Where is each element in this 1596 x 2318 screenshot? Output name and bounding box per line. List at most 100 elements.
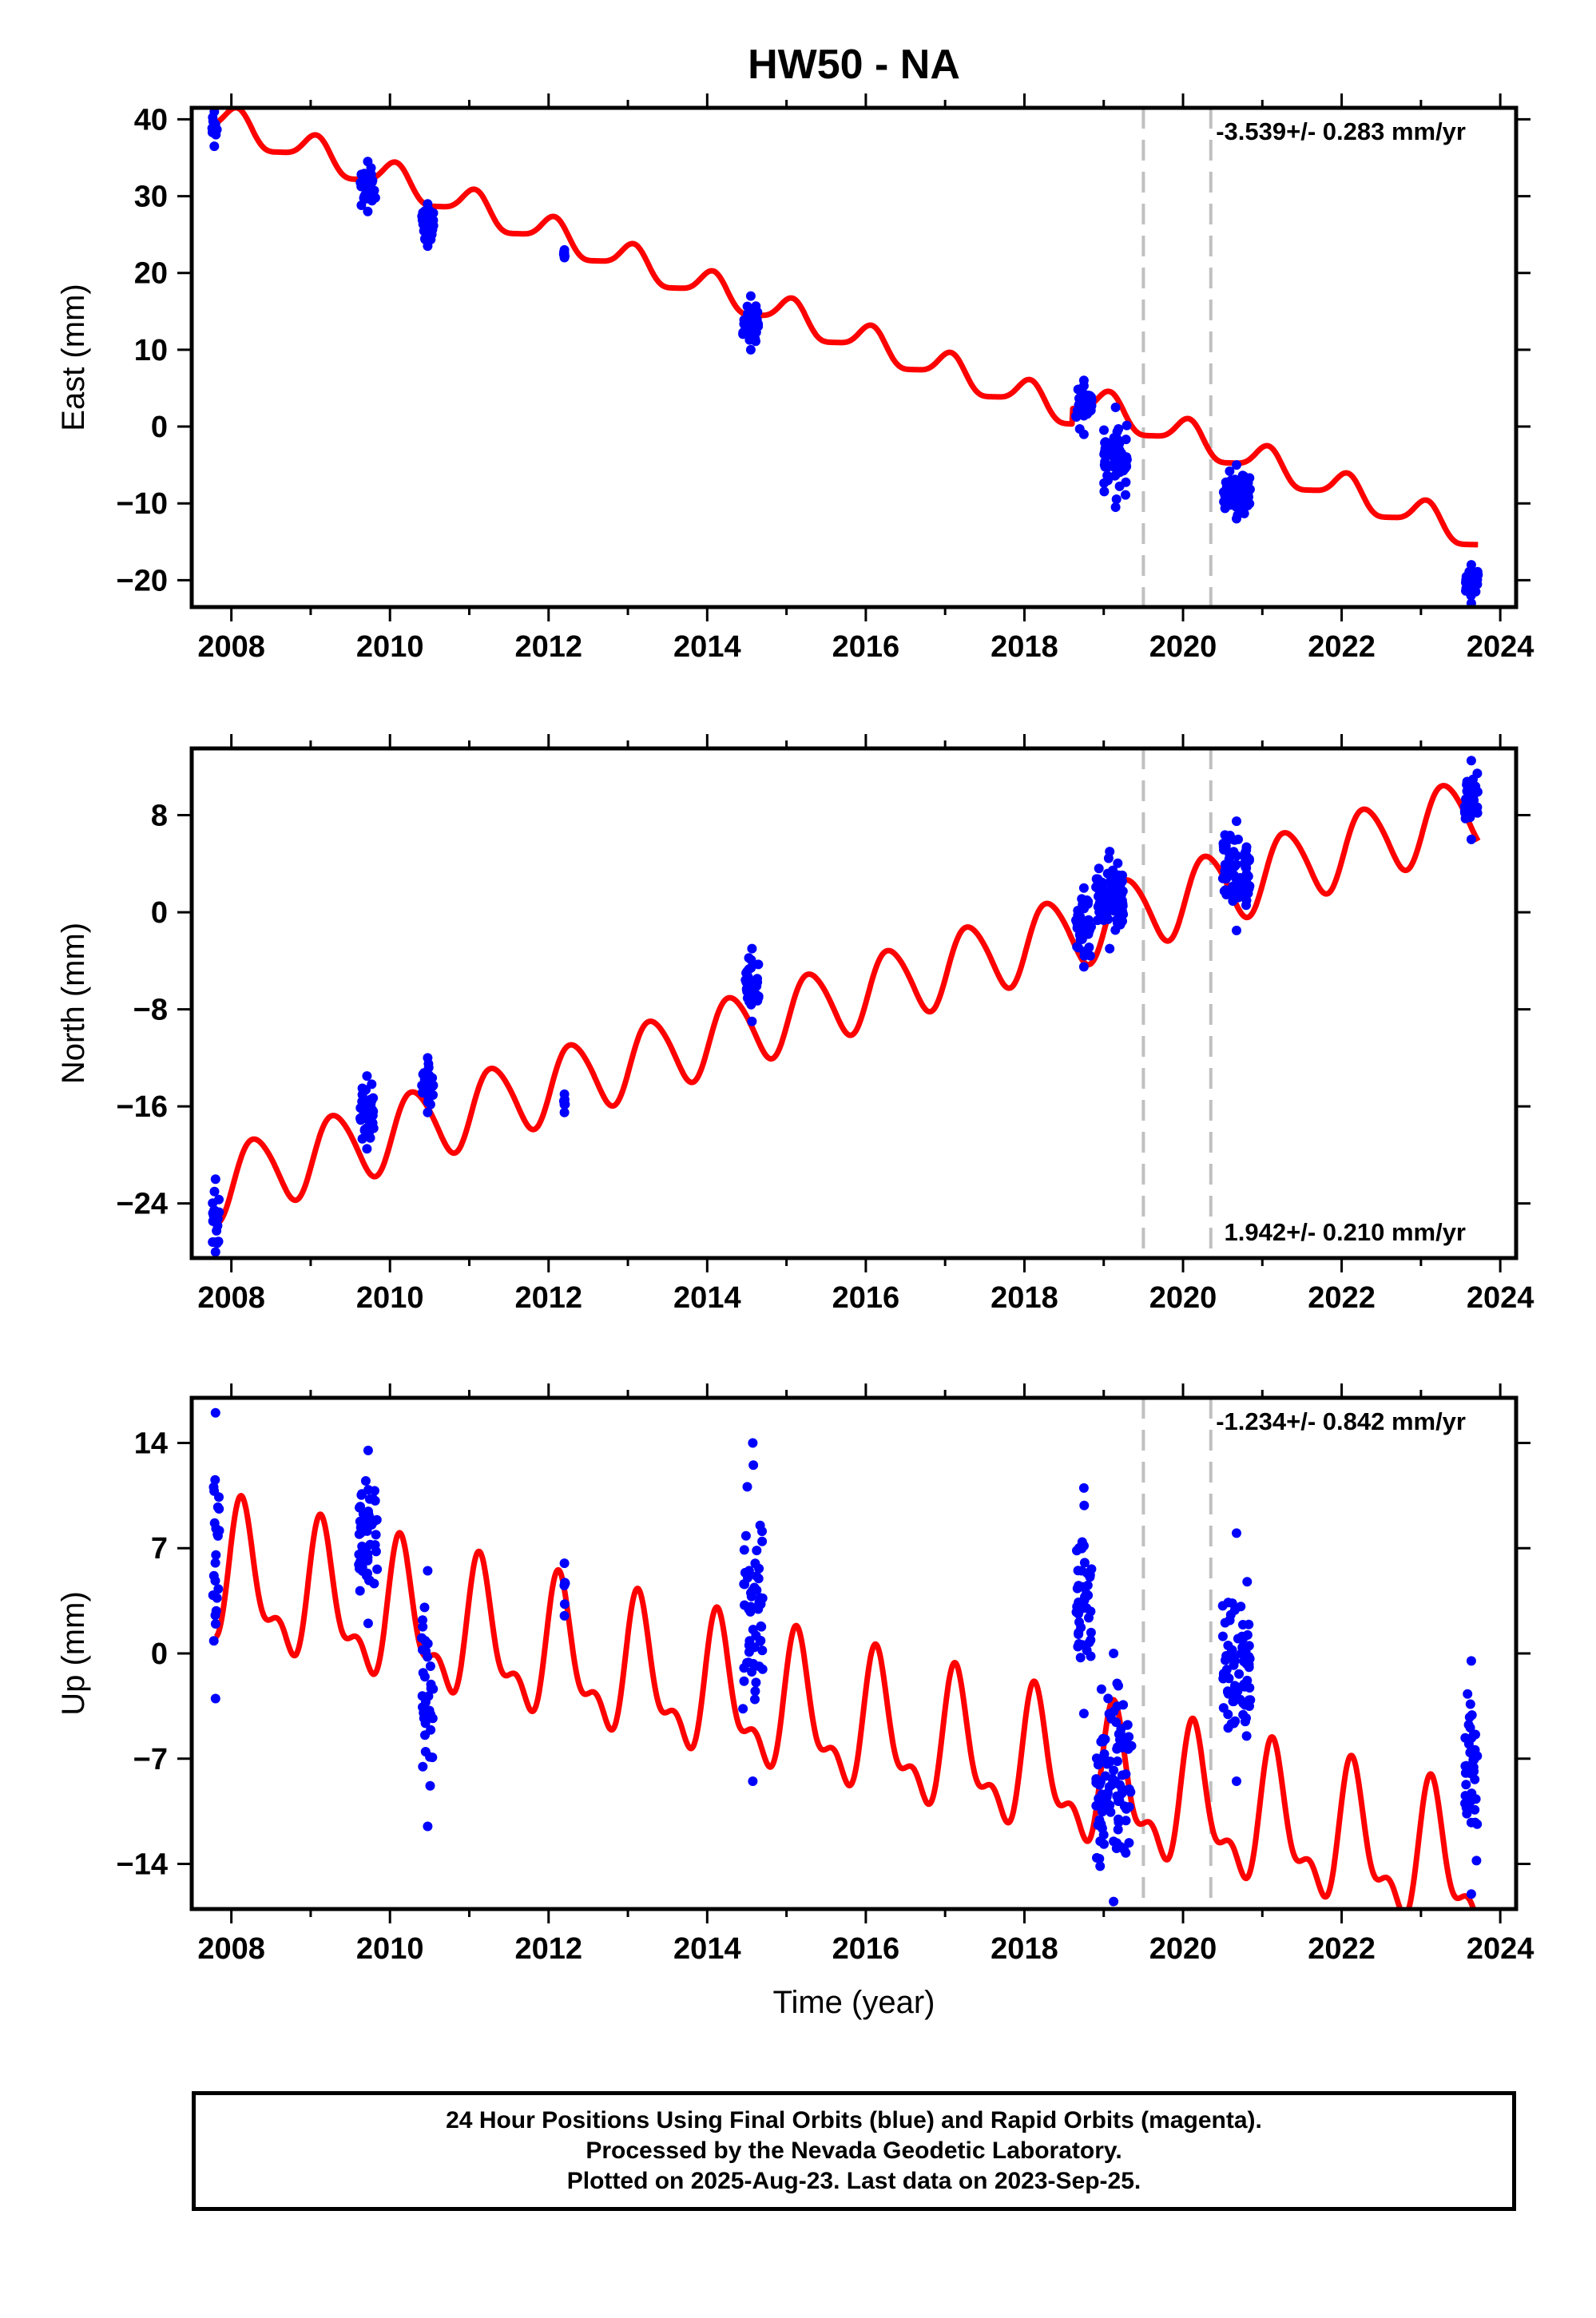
data-cluster [1091,1649,1137,1907]
y-axis-title: East (mm) [56,284,91,431]
data-point [1242,1629,1253,1640]
data-point [739,1545,749,1555]
rate-label: 1.942+/- 0.210 mm/yr [1225,1218,1466,1246]
data-cluster [738,1438,768,1786]
data-point [1240,1717,1250,1727]
x-tick-label: 2020 [1149,1932,1217,1966]
data-point [1092,1852,1102,1863]
data-point [1074,1581,1084,1591]
data-point [1104,445,1114,455]
data-point [1094,1815,1105,1825]
data-point [738,1704,748,1714]
data-point [211,1523,221,1534]
x-tick-label: 2016 [832,1932,900,1966]
data-point [751,980,760,990]
x-tick-label: 2016 [832,630,900,664]
data-point [1079,1500,1090,1510]
data-point [354,1529,364,1539]
y-tick-label: −7 [133,1743,168,1776]
data-point [1466,1889,1476,1899]
data-point [1217,873,1228,883]
data-point [744,1636,755,1646]
data-point [361,1521,371,1531]
data-point [750,1694,760,1705]
data-point [357,171,367,181]
data-point [756,1621,766,1631]
data-point [1245,484,1255,494]
data-point [1470,808,1480,818]
data-point [1471,1729,1480,1740]
data-point [368,1123,379,1133]
data-point [1109,1896,1119,1907]
data-point [754,1563,764,1574]
data-point [559,1558,570,1569]
x-tick-label: 2018 [991,1281,1058,1315]
data-point [1463,811,1473,821]
data-cluster [417,199,439,252]
data-point [744,1604,754,1614]
data-point [208,125,219,135]
data-point [363,206,373,216]
data-point [357,1083,367,1094]
data-point [752,1585,762,1595]
data-point [425,1780,435,1791]
data-point [1114,439,1124,449]
data-cluster [417,1566,439,1832]
y-tick-label: 40 [134,103,168,137]
data-point [1472,768,1483,779]
x-tick-label: 2008 [197,1281,265,1315]
data-point [756,1636,766,1645]
plot-frame [189,105,1519,609]
data-point [1121,490,1130,500]
data-point [210,1610,220,1621]
data-point [1462,800,1472,810]
data-point [1099,425,1109,435]
data-point [1079,903,1090,914]
plot-frame [189,1395,1519,1911]
data-cluster [1460,1656,1483,1899]
data-point [1461,1780,1471,1790]
data-point [1114,1814,1123,1824]
data-cluster [208,1174,224,1257]
data-point [356,200,367,210]
data-point [423,241,433,252]
data-point [1105,943,1115,954]
data-point [748,1658,758,1669]
data-point [210,1558,220,1568]
model-line [213,783,1481,1227]
data-point [355,1502,364,1513]
data-point [1224,1673,1234,1684]
data-point [1105,847,1115,857]
data-point [560,1099,570,1109]
data-point [1110,457,1120,467]
data-point [742,301,752,312]
data-cluster [355,157,380,216]
data-point [1470,1744,1480,1755]
panel-3: 2008 2010 2012 2014 2016 2018 2020 2022 2024 −14 −… [56,1383,1534,1966]
data-point [1095,1861,1106,1871]
x-tick-label: 2016 [832,1281,900,1315]
data-point [1470,1804,1480,1815]
data-point [1466,1656,1476,1666]
x-tick-label: 2024 [1467,1281,1534,1315]
data-point [1085,391,1095,401]
data-point [1241,499,1251,510]
model-line [213,108,1480,548]
data-point [1079,1558,1090,1568]
data-point [1106,1807,1116,1817]
data-point [208,1636,219,1646]
data-point [363,1618,373,1629]
data-point [418,1070,428,1079]
data-point [740,1530,751,1541]
data-point [1245,881,1255,891]
data-point [742,986,752,997]
data-point [1465,1699,1475,1709]
data-point [1078,962,1089,972]
data-point [750,324,760,335]
data-point [1241,854,1252,864]
data-point [750,1686,760,1697]
data-point [423,1090,433,1100]
data-point [370,1486,379,1496]
data-point [1239,1679,1249,1689]
data-point [368,1093,379,1103]
